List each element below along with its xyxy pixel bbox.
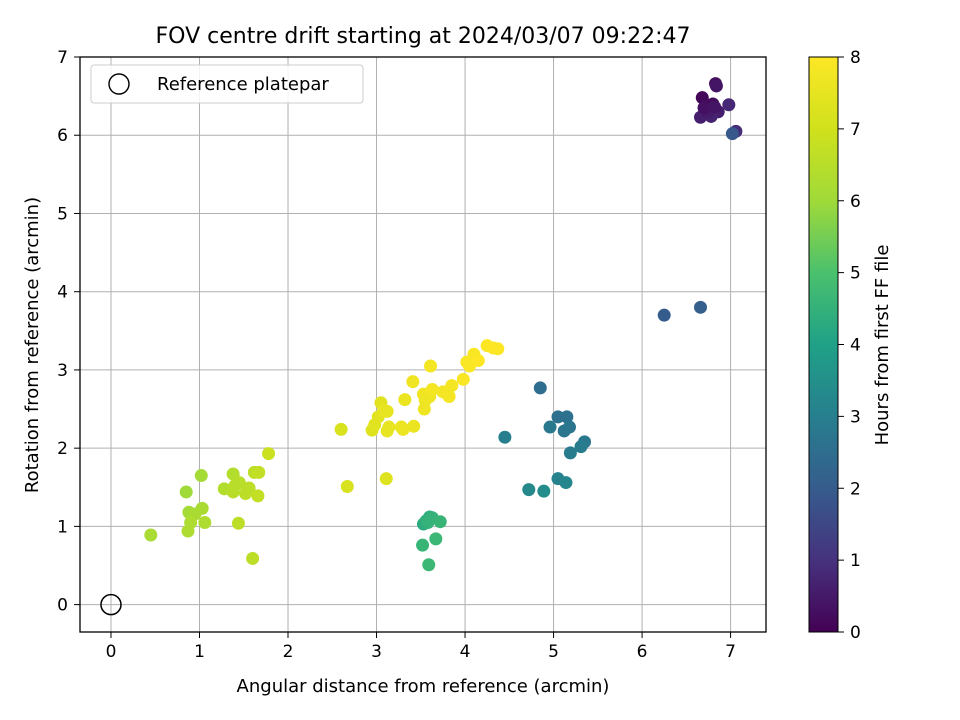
data-point <box>422 558 436 572</box>
data-point <box>417 402 431 416</box>
data-point <box>708 100 722 114</box>
data-point <box>226 485 240 499</box>
data-point <box>522 483 536 497</box>
data-point <box>563 446 577 460</box>
data-point <box>181 524 195 538</box>
data-point <box>456 372 470 386</box>
x-tick-label: 1 <box>194 642 205 662</box>
data-point <box>543 420 557 434</box>
colorbar-tick-label: 0 <box>850 623 861 643</box>
y-tick-label: 2 <box>57 439 68 459</box>
data-point <box>195 501 209 515</box>
data-point <box>433 515 447 529</box>
x-tick-label: 0 <box>106 642 117 662</box>
data-point <box>179 485 193 499</box>
data-point <box>471 354 485 368</box>
colorbar-tick-label: 3 <box>850 407 861 427</box>
colorbar-tick-label: 2 <box>850 479 861 499</box>
data-point <box>416 538 430 552</box>
data-point <box>252 465 266 479</box>
data-point <box>398 393 412 407</box>
data-point <box>242 481 256 495</box>
data-point <box>262 447 276 461</box>
data-point <box>657 308 671 322</box>
y-tick-label: 1 <box>57 517 68 537</box>
data-point <box>559 476 573 490</box>
data-point <box>560 410 574 424</box>
data-point <box>491 342 505 356</box>
data-point <box>380 404 394 418</box>
data-point <box>421 515 435 529</box>
y-tick-label: 7 <box>57 48 68 68</box>
data-point <box>574 440 588 454</box>
x-tick-label: 7 <box>725 642 736 662</box>
data-point <box>693 300 707 314</box>
x-tick-label: 2 <box>283 642 294 662</box>
colorbar-tick-label: 6 <box>850 192 861 212</box>
reference-platepar-marker <box>100 593 122 616</box>
legend-box <box>90 64 364 104</box>
data-point <box>144 528 158 542</box>
legend-label-reference: Reference platepar <box>157 74 329 95</box>
data-point <box>709 79 723 93</box>
data-point <box>198 515 212 529</box>
data-points <box>144 77 743 572</box>
colorbar-label: Hours from first FF file <box>872 245 893 446</box>
data-point <box>231 516 245 530</box>
y-tick-label: 5 <box>57 204 68 224</box>
data-point <box>424 359 438 373</box>
y-tick-label: 0 <box>57 596 68 616</box>
data-point <box>194 469 208 483</box>
plot-frame <box>79 56 767 633</box>
y-tick-label: 3 <box>57 361 68 381</box>
data-point <box>251 489 265 503</box>
y-axis-ticks: 0 1 2 3 4 5 6 7 <box>57 48 80 616</box>
colorbar-ticks: 0 1 2 3 4 5 6 7 8 <box>838 48 861 643</box>
data-point <box>334 422 348 436</box>
y-tick-label: 6 <box>57 126 68 146</box>
colorbar-gradient <box>808 56 839 633</box>
data-point <box>533 381 547 395</box>
data-point <box>557 424 571 438</box>
data-point <box>425 382 439 396</box>
colorbar-tick-label: 4 <box>850 336 861 356</box>
data-point <box>429 532 443 546</box>
grid-lines <box>80 56 766 632</box>
data-point <box>396 422 410 436</box>
x-axis-ticks: 0 1 2 3 4 5 6 7 <box>106 632 736 662</box>
data-point <box>340 479 354 493</box>
colorbar-tick-label: 7 <box>850 120 861 140</box>
data-point <box>232 476 246 490</box>
colorbar: 0 1 2 3 4 5 6 7 8 Hours from first FF file <box>808 48 893 643</box>
colorbar-tick-label: 8 <box>850 48 861 68</box>
data-point <box>537 484 551 498</box>
data-point <box>379 472 393 486</box>
legend: Reference platepar <box>90 64 364 104</box>
x-tick-label: 5 <box>548 642 559 662</box>
y-axis-label: Rotation from reference (arcmin) <box>22 197 43 493</box>
x-tick-label: 6 <box>637 642 648 662</box>
x-axis-label: Angular distance from reference (arcmin) <box>237 676 610 697</box>
x-tick-label: 3 <box>371 642 382 662</box>
data-point <box>697 101 711 115</box>
data-point <box>725 127 739 141</box>
x-tick-label: 4 <box>460 642 471 662</box>
data-point <box>246 551 260 565</box>
data-point <box>498 430 512 444</box>
data-point <box>442 390 456 404</box>
chart-title: FOV centre drift starting at 2024/03/07 … <box>156 24 691 49</box>
data-point <box>407 419 421 433</box>
data-point <box>382 420 396 434</box>
data-point <box>406 375 420 389</box>
data-point <box>722 98 736 112</box>
data-point <box>445 379 459 393</box>
y-tick-label: 4 <box>57 283 68 303</box>
colorbar-tick-label: 1 <box>850 551 861 571</box>
colorbar-tick-label: 5 <box>850 264 861 284</box>
legend-marker-reference <box>108 73 130 95</box>
